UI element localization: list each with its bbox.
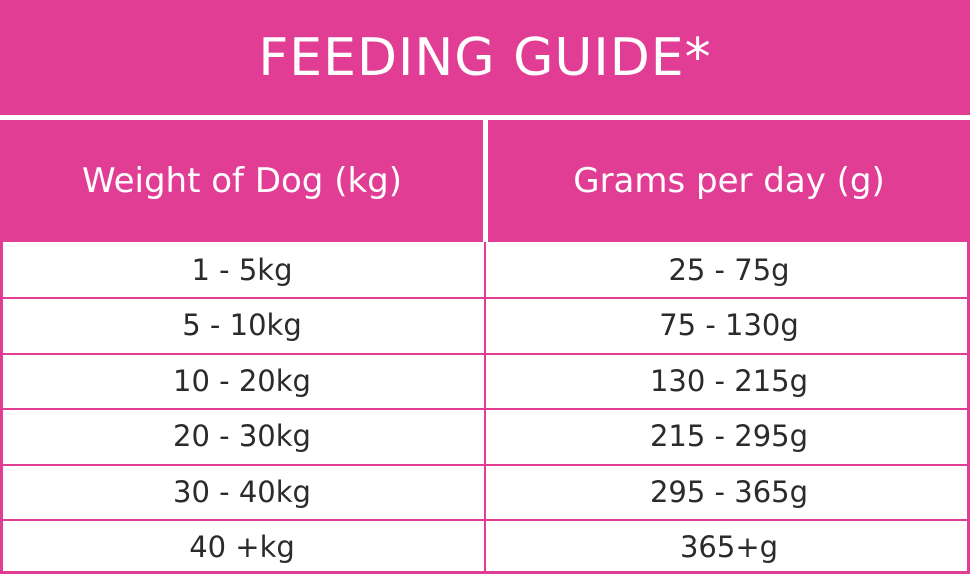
table-row: 5 - 10kg 75 - 130g [0,297,970,353]
weight-cell: 30 - 40kg [173,475,311,509]
page-title: FEEDING GUIDE* [258,27,712,88]
column-header-weight: Weight of Dog (kg) [81,161,402,201]
table-border-right [967,242,970,574]
weight-cell: 40 +kg [189,530,295,564]
title-bar: FEEDING GUIDE* [0,0,970,115]
table-row: 30 - 40kg 295 - 365g [0,464,970,520]
grams-cell: 75 - 130g [659,308,799,342]
grams-cell: 130 - 215g [649,364,808,398]
grams-cell: 295 - 365g [649,475,808,509]
table-body: 1 - 5kg 25 - 75g 5 - 10kg 75 - 130g 10 -… [0,242,970,574]
grams-cell: 215 - 295g [649,419,808,453]
table-row: 20 - 30kg 215 - 295g [0,408,970,464]
weight-cell: 10 - 20kg [173,364,311,398]
table-border-bottom [0,571,970,574]
table-row: 1 - 5kg 25 - 75g [0,242,970,298]
weight-cell: 20 - 30kg [173,419,311,453]
table-row: 10 - 20kg 130 - 215g [0,353,970,409]
grams-cell: 25 - 75g [668,253,790,287]
title-divider [0,115,970,120]
weight-cell: 5 - 10kg [182,308,302,342]
table-border-left [0,242,3,574]
grams-cell: 365+g [679,530,779,564]
column-header-grams: Grams per day (g) [573,161,885,201]
header-divider [483,120,488,242]
table-row: 40 +kg 365+g [0,519,970,575]
column-divider [484,242,486,574]
weight-cell: 1 - 5kg [191,253,293,287]
